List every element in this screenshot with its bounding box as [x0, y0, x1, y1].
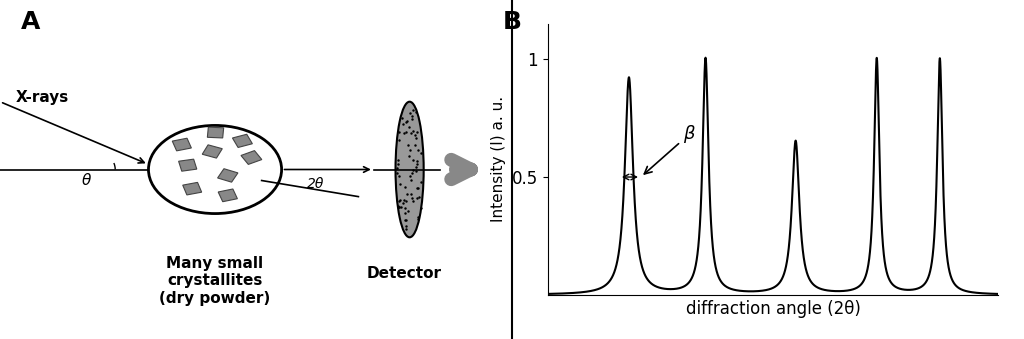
Text: A: A	[20, 10, 40, 34]
Text: 2θ: 2θ	[307, 177, 325, 191]
Bar	[241, 151, 262, 164]
Bar	[232, 134, 252, 147]
Bar	[218, 189, 238, 202]
Bar	[182, 182, 202, 195]
Text: β: β	[644, 125, 695, 174]
Bar	[207, 127, 223, 138]
Bar	[172, 138, 191, 151]
Bar	[203, 145, 222, 158]
Text: X-rays: X-rays	[15, 90, 69, 105]
Y-axis label: Intensity (I) a. u.: Intensity (I) a. u.	[492, 96, 506, 222]
Text: B: B	[503, 10, 522, 34]
Bar	[217, 169, 238, 182]
Text: Many small
crystallites
(dry powder): Many small crystallites (dry powder)	[160, 256, 270, 306]
Ellipse shape	[395, 102, 424, 237]
X-axis label: diffraction angle (2θ): diffraction angle (2θ)	[686, 300, 860, 318]
Bar	[178, 159, 197, 171]
Text: Detector: Detector	[367, 266, 442, 281]
Text: θ: θ	[82, 173, 91, 188]
